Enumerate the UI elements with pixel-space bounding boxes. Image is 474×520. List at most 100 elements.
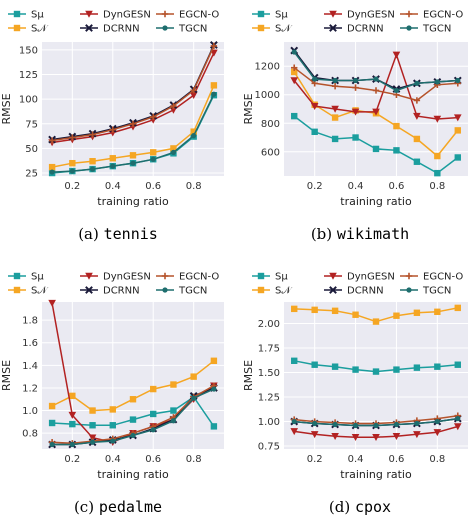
series-s_n (48, 357, 218, 414)
data-point-s_mu (311, 128, 318, 136)
data-point-tgcn (211, 386, 217, 392)
y-tick-label: 2.00 (258, 319, 280, 330)
data-point-s_mu (434, 169, 441, 177)
y-tick-label: 1.8 (22, 316, 38, 327)
data-point-egcn (69, 134, 76, 141)
y-tick-label: 1.25 (258, 393, 280, 404)
data-point-s_mu (372, 145, 380, 153)
legend-label-s_mu: Sμ (31, 10, 44, 21)
y-tick-label: 1.2 (22, 383, 38, 394)
data-point-s_mu (413, 158, 421, 165)
data-point-tgcn (69, 441, 75, 448)
data-point-tgcn (434, 418, 440, 425)
data-point-s_n (331, 114, 339, 121)
legend-label-tgcn: TGCN (178, 286, 207, 297)
data-point-tgcn (373, 76, 379, 82)
data-point-s_mu (129, 416, 137, 423)
subfigure-caption: (c) pedalme (74, 498, 162, 516)
data-point-s_n (129, 396, 137, 403)
legend-marker-s_mu (257, 272, 265, 280)
data-point-tgcn (191, 133, 197, 139)
data-point-s_mu (372, 368, 380, 375)
data-point-tgcn (191, 395, 197, 401)
legend-label-egcn: EGCN-O (179, 272, 219, 283)
data-point-s_n (372, 318, 380, 325)
data-point-tgcn (49, 441, 55, 448)
subfigure-caption: (d) cpox (329, 498, 391, 516)
legend-marker-s_mu (13, 10, 21, 18)
data-point-tgcn (170, 149, 177, 155)
data-point-s_n (69, 159, 76, 167)
y-tick-label: 1.0 (22, 406, 38, 417)
x-axis-label: training ratio (97, 195, 169, 208)
data-point-dyngesn (433, 429, 442, 437)
data-point-s_n (434, 152, 441, 160)
legend-label-egcn: EGCN-O (423, 272, 463, 283)
data-point-s_n (190, 373, 197, 380)
x-tick-label: 0.2 (307, 181, 323, 192)
data-point-s_n (69, 392, 76, 400)
data-point-tgcn (89, 439, 96, 445)
data-point-s_n (434, 308, 441, 315)
legend-marker-dyngesn (329, 10, 337, 18)
data-point-dyngesn (351, 434, 360, 442)
y-axis-label: RMSE (0, 93, 13, 124)
data-point-s_n (109, 406, 116, 413)
legend-marker-tgcn (406, 287, 412, 293)
x-tick-label: 0.2 (64, 181, 80, 192)
data-point-dyngesn (453, 114, 462, 122)
x-tick-label: 0.6 (145, 181, 161, 192)
series-s_n (291, 304, 461, 325)
data-point-dyngesn (351, 108, 360, 116)
series-s_n (48, 82, 218, 171)
y-tick-label: 1000 (255, 90, 280, 101)
legend-marker-dcrnn (329, 24, 337, 32)
legend-marker-dyngesn (329, 272, 337, 280)
data-point-dyngesn (392, 433, 401, 441)
x-tick-label: 0.6 (388, 454, 404, 465)
x-tick-label: 0.6 (388, 181, 404, 192)
y-axis-label: RMSE (0, 360, 13, 391)
x-tick-label: 0.8 (429, 454, 445, 465)
legend-marker-s_n (13, 286, 21, 294)
data-point-tgcn (130, 432, 136, 439)
legend-marker-dyngesn (85, 272, 93, 280)
y-tick-label: 1.6 (22, 338, 38, 349)
y-tick-label: 1.75 (258, 344, 280, 355)
data-point-dyngesn (372, 108, 380, 116)
data-point-egcn (150, 113, 157, 121)
subfigure-caption: (b) wikimath (311, 225, 409, 243)
data-point-s_n (210, 82, 218, 89)
legend-label-dcrnn: DCRNN (347, 24, 384, 35)
data-point-egcn (413, 97, 421, 104)
data-point-tgcn (130, 160, 136, 166)
legend-label-s_n: S𝒩 (31, 286, 48, 297)
data-point-tgcn (170, 418, 177, 424)
data-point-s_mu (352, 134, 359, 141)
data-point-s_n (89, 407, 96, 414)
y-tick-label: 1.00 (258, 417, 280, 428)
data-point-dyngesn (68, 411, 77, 419)
data-point-tgcn (312, 420, 318, 427)
x-tick-label: 0.4 (105, 181, 121, 192)
data-point-dyngesn (310, 431, 319, 439)
legend-marker-s_n (13, 24, 21, 32)
data-point-tgcn (89, 166, 96, 172)
legend-label-s_n: S𝒩 (31, 24, 48, 35)
data-point-egcn (190, 87, 197, 94)
y-tick-label: 25 (25, 169, 38, 180)
legend-marker-dcrnn (329, 286, 337, 294)
legend-marker-tgcn (162, 287, 168, 293)
legend-marker-egcn (405, 10, 413, 18)
data-point-dyngesn (189, 92, 198, 100)
data-point-egcn (372, 87, 380, 94)
x-tick-label: 0.4 (348, 181, 364, 192)
data-point-s_n (352, 311, 359, 318)
legend-marker-s_n (257, 286, 265, 294)
series-tgcn (49, 91, 217, 175)
legend: Sμ DynGESN EGCN-O S𝒩 DCRNN TGCN (252, 272, 463, 297)
data-point-tgcn (211, 91, 217, 97)
x-tick-label: 0.4 (348, 454, 364, 465)
legend-label-tgcn: TGCN (422, 24, 451, 35)
legend-marker-egcn (161, 10, 169, 18)
